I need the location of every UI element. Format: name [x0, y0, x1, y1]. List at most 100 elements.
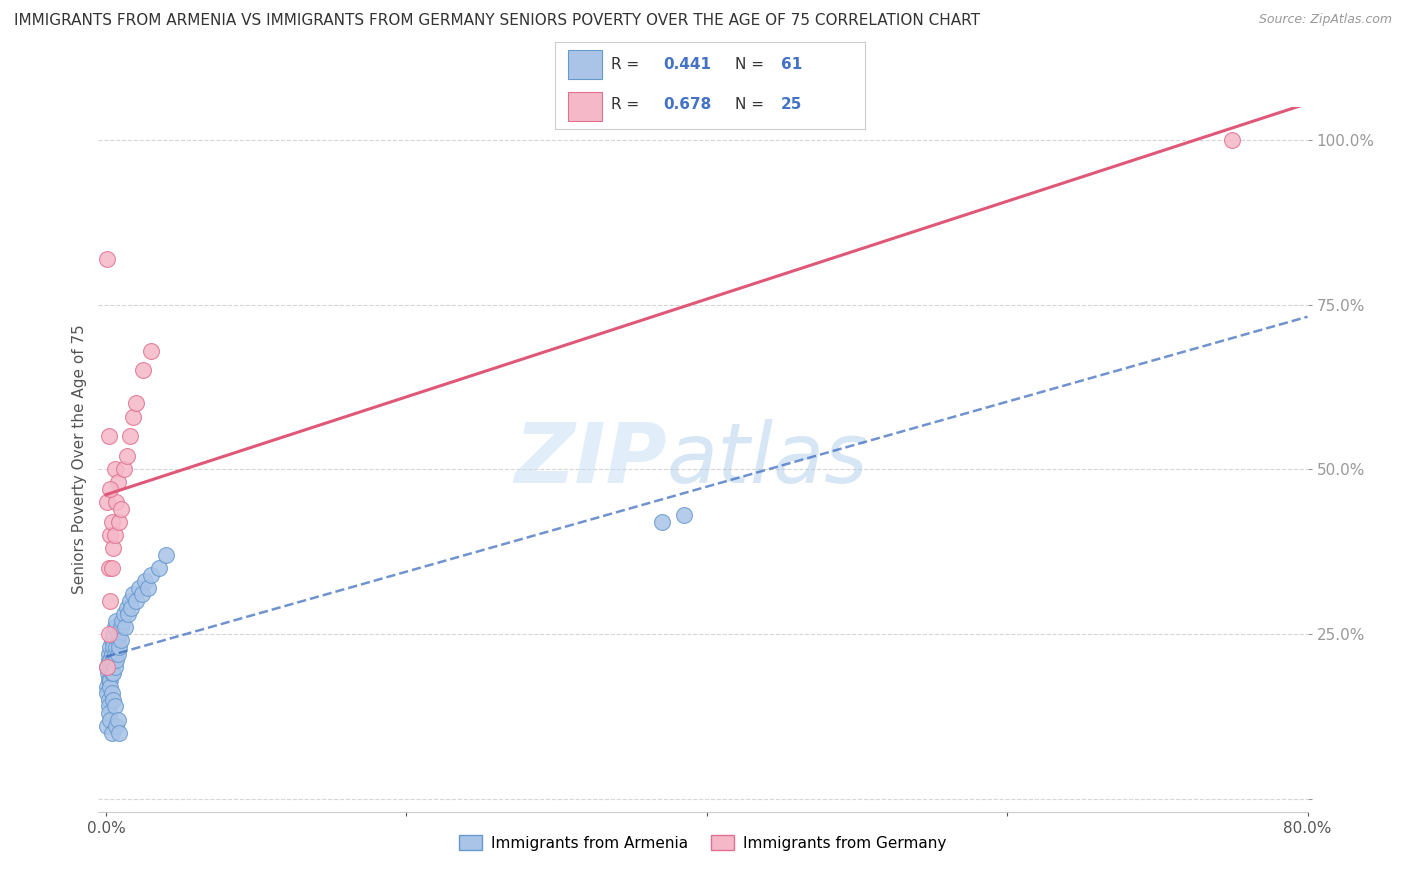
Point [101, 647, 124, 661]
Point [100, 673, 122, 687]
Point [118, 594, 141, 608]
Point [125, 396, 148, 410]
Point [108, 640, 131, 654]
Point [139, 567, 162, 582]
Point [1222, 133, 1244, 147]
Point [100, 528, 122, 542]
Text: 25: 25 [782, 97, 803, 112]
Point [122, 409, 145, 424]
Point [104, 528, 127, 542]
Point [112, 462, 135, 476]
Point [103, 653, 125, 667]
Text: R =: R = [612, 57, 644, 71]
Point [100, 713, 122, 727]
Point [136, 581, 159, 595]
Point [101, 666, 124, 681]
Point [105, 640, 128, 654]
Point [97, 653, 120, 667]
Point [132, 363, 155, 377]
Point [100, 653, 122, 667]
Legend: Immigrants from Armenia, Immigrants from Germany: Immigrants from Armenia, Immigrants from… [453, 829, 953, 857]
Point [100, 594, 122, 608]
Point [114, 620, 136, 634]
Point [107, 647, 129, 661]
Text: 61: 61 [782, 57, 803, 71]
Point [104, 620, 127, 634]
Point [101, 561, 124, 575]
Point [110, 633, 132, 648]
Point [111, 614, 134, 628]
Point [139, 343, 162, 358]
Point [108, 515, 131, 529]
Point [100, 482, 122, 496]
Point [103, 627, 125, 641]
FancyBboxPatch shape [568, 92, 602, 120]
Point [97, 692, 120, 706]
Point [128, 581, 150, 595]
Point [97, 706, 120, 720]
Point [96, 495, 118, 509]
Point [105, 495, 128, 509]
Point [108, 725, 131, 739]
Point [121, 600, 143, 615]
Point [110, 501, 132, 516]
Point [104, 660, 127, 674]
Point [97, 627, 120, 641]
Point [96, 252, 118, 266]
Point [117, 607, 139, 622]
Point [131, 587, 153, 601]
Point [118, 429, 141, 443]
Point [97, 561, 120, 575]
Point [651, 515, 673, 529]
Point [122, 587, 145, 601]
Point [101, 515, 124, 529]
Point [101, 725, 124, 739]
Point [103, 541, 125, 556]
Point [103, 666, 125, 681]
Point [100, 680, 122, 694]
Point [125, 594, 148, 608]
Text: ZIP: ZIP [515, 419, 666, 500]
Point [105, 719, 128, 733]
Point [134, 574, 156, 589]
Point [97, 666, 120, 681]
Point [110, 620, 132, 634]
Point [107, 475, 129, 490]
Point [97, 429, 120, 443]
Point [97, 673, 120, 687]
Point [96, 686, 118, 700]
Point [101, 633, 124, 648]
Text: R =: R = [612, 97, 644, 112]
Y-axis label: Seniors Poverty Over the Age of 75: Seniors Poverty Over the Age of 75 [72, 325, 87, 594]
Point [97, 699, 120, 714]
Point [96, 660, 118, 674]
Point [96, 660, 118, 674]
Point [100, 660, 122, 674]
Point [100, 640, 122, 654]
Text: 0.678: 0.678 [664, 97, 711, 112]
Point [105, 653, 128, 667]
Point [104, 462, 127, 476]
Text: N =: N = [735, 97, 769, 112]
Point [108, 627, 131, 641]
Point [673, 508, 696, 523]
Point [96, 680, 118, 694]
Text: N =: N = [735, 57, 769, 71]
Point [107, 633, 129, 648]
Text: atlas: atlas [666, 419, 869, 500]
Point [103, 640, 125, 654]
Text: IMMIGRANTS FROM ARMENIA VS IMMIGRANTS FROM GERMANY SENIORS POVERTY OVER THE AGE : IMMIGRANTS FROM ARMENIA VS IMMIGRANTS FR… [14, 13, 980, 29]
Point [104, 647, 127, 661]
Text: 0.441: 0.441 [664, 57, 711, 71]
Point [115, 449, 138, 463]
Point [96, 719, 118, 733]
Point [107, 713, 129, 727]
Point [105, 614, 128, 628]
Point [101, 686, 124, 700]
Point [155, 548, 177, 562]
Point [115, 600, 138, 615]
Point [103, 692, 125, 706]
FancyBboxPatch shape [568, 50, 602, 78]
Text: Source: ZipAtlas.com: Source: ZipAtlas.com [1258, 13, 1392, 27]
Point [148, 561, 170, 575]
